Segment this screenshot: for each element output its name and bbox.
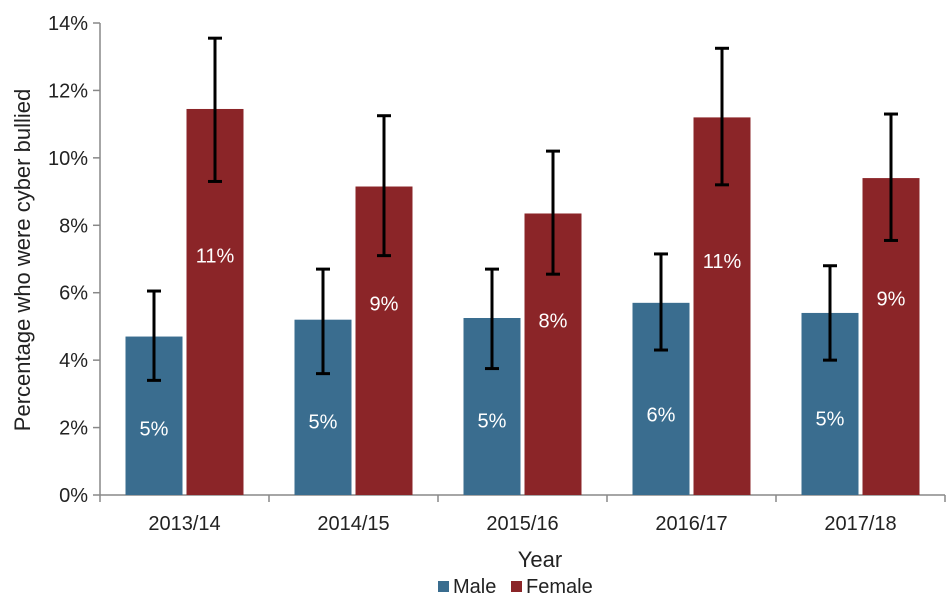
x-tick-label: 2013/14: [148, 513, 220, 535]
x-axis: 2013/14 2014/15 2015/16 2016/17 2017/18: [99, 494, 946, 535]
y-tick-label: 8%: [59, 215, 88, 237]
female-data-label: 11%: [703, 251, 742, 273]
male-data-label: 5%: [140, 418, 169, 440]
x-tick-label: 2017/18: [824, 513, 896, 535]
y-tick-label: 4%: [59, 350, 88, 372]
error-bars: [147, 36, 898, 382]
female-data-label: 9%: [370, 294, 399, 316]
y-tick-label: 12%: [48, 80, 88, 102]
x-tick-label: 2014/15: [317, 513, 389, 535]
male-data-label: 5%: [309, 411, 338, 433]
male-legend-label: Male: [453, 576, 496, 598]
male-data-label: 5%: [478, 411, 507, 433]
y-tick-label: 2%: [59, 418, 88, 440]
data-labels: 5% 11% 5% 9% 5% 8% 6% 11% 5% 9%: [140, 246, 906, 441]
male-data-label: 6%: [647, 404, 676, 426]
x-axis-title: Year: [518, 547, 562, 572]
legend: Male Female: [438, 576, 593, 598]
female-legend-swatch: [511, 581, 522, 592]
y-tick-label: 14%: [48, 13, 88, 35]
y-axis: 0% 2% 4% 6% 8% 10% 12% 14%: [48, 13, 101, 507]
female-data-label: 11%: [196, 246, 235, 268]
y-axis-title: Percentage who were cyber bullied: [10, 89, 35, 431]
female-data-label: 9%: [877, 289, 906, 311]
x-tick-label: 2015/16: [486, 513, 558, 535]
y-tick-label: 0%: [59, 485, 88, 507]
female-legend-label: Female: [526, 576, 593, 598]
bars: [125, 108, 920, 496]
y-tick-label: 6%: [59, 283, 88, 305]
male-data-label: 5%: [816, 409, 845, 431]
y-tick-label: 10%: [48, 148, 88, 170]
male-legend-swatch: [438, 581, 449, 592]
female-data-label: 8%: [539, 310, 568, 332]
x-tick-label: 2016/17: [655, 513, 727, 535]
